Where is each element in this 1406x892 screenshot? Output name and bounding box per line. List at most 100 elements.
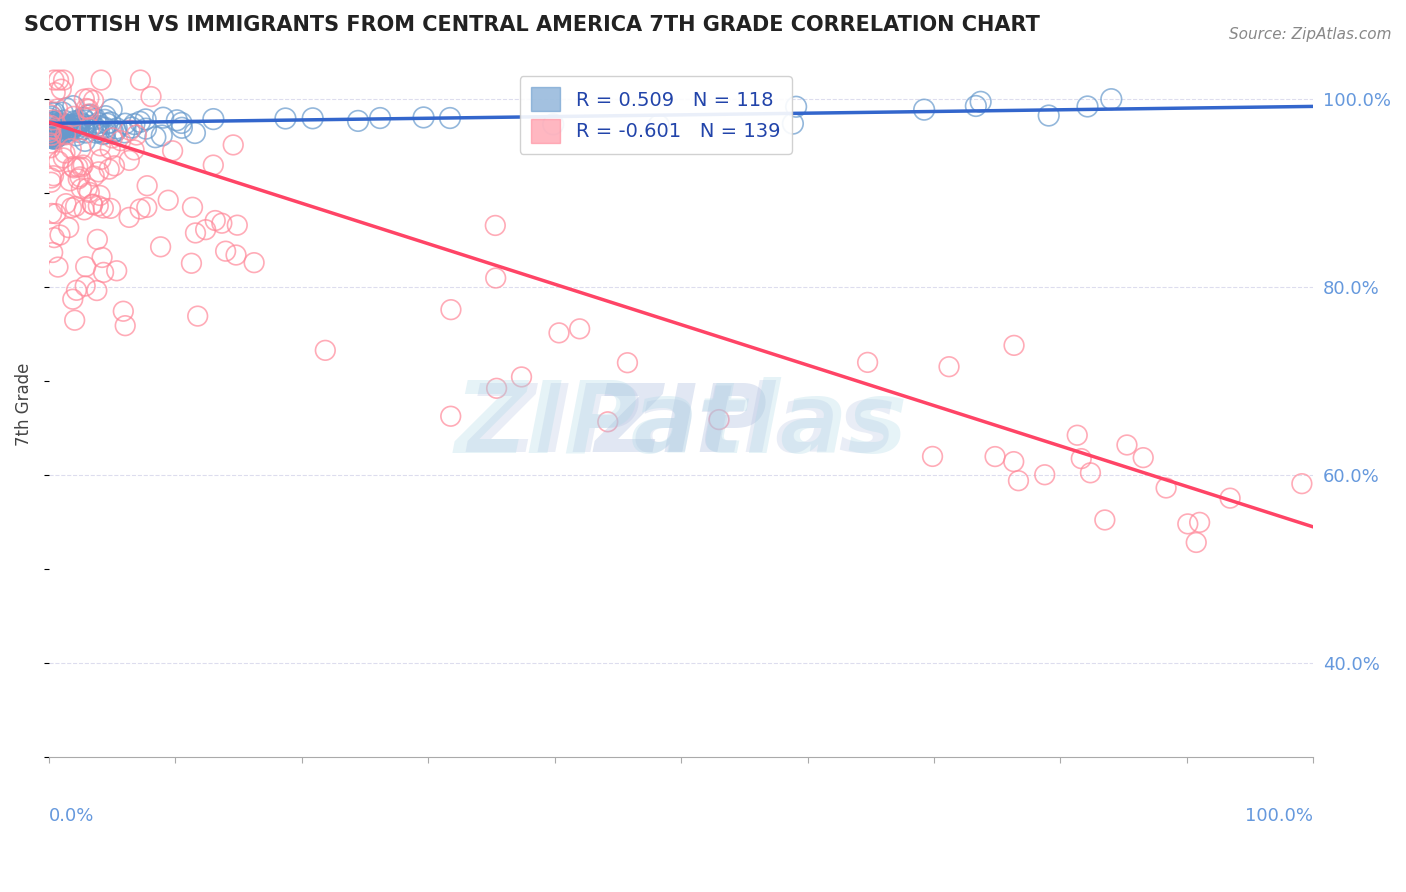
- Point: [73, 113, 96, 128]
- Point: [439, 111, 461, 125]
- Point: [135, 121, 157, 136]
- Point: [62, 292, 84, 306]
- Point: [1066, 428, 1088, 442]
- Point: [98, 142, 121, 156]
- Text: SCOTTISH VS IMMIGRANTS FROM CENTRAL AMERICA 7TH GRADE CORRELATION CHART: SCOTTISH VS IMMIGRANTS FROM CENTRAL AMER…: [24, 15, 1039, 35]
- Point: [41, 206, 63, 220]
- Point: [118, 153, 141, 168]
- Point: [596, 415, 619, 429]
- Point: [72, 118, 94, 132]
- Point: [49, 227, 72, 242]
- Point: [46, 120, 69, 135]
- Point: [145, 130, 167, 145]
- Point: [1038, 109, 1060, 123]
- Point: [91, 201, 114, 215]
- Point: [49, 127, 72, 141]
- Point: [67, 172, 90, 186]
- Point: [75, 279, 97, 293]
- Point: [87, 165, 110, 179]
- Point: [42, 124, 65, 138]
- Point: [75, 102, 97, 116]
- Point: [41, 128, 63, 143]
- Point: [484, 219, 506, 233]
- Point: [44, 123, 66, 137]
- Point: [1002, 338, 1025, 352]
- Point: [52, 113, 75, 128]
- Point: [60, 201, 83, 215]
- Point: [62, 160, 84, 174]
- Point: [180, 256, 202, 270]
- Point: [94, 112, 117, 127]
- Point: [52, 128, 75, 142]
- Point: [39, 108, 62, 122]
- Point: [51, 120, 73, 134]
- Point: [87, 116, 110, 130]
- Point: [94, 127, 117, 141]
- Text: ZIPatlas: ZIPatlas: [467, 380, 896, 472]
- Point: [136, 178, 159, 193]
- Point: [66, 116, 89, 130]
- Point: [42, 115, 65, 129]
- Point: [39, 122, 62, 136]
- Point: [42, 131, 65, 145]
- Point: [73, 134, 96, 148]
- Point: [202, 112, 225, 127]
- Point: [94, 109, 117, 123]
- Point: [39, 127, 62, 141]
- Point: [53, 120, 76, 135]
- Point: [72, 122, 94, 136]
- Point: [38, 112, 60, 126]
- Point: [100, 103, 122, 117]
- Point: [149, 240, 172, 254]
- Point: [62, 99, 84, 113]
- Point: [69, 142, 91, 156]
- Point: [72, 111, 94, 125]
- Point: [135, 112, 157, 127]
- Point: [46, 129, 69, 144]
- Point: [541, 117, 564, 131]
- Point: [84, 112, 107, 126]
- Point: [856, 355, 879, 369]
- Point: [368, 111, 391, 125]
- Point: [440, 302, 463, 317]
- Point: [347, 114, 370, 128]
- Point: [59, 118, 82, 132]
- Point: [55, 119, 77, 133]
- Point: [39, 119, 62, 133]
- Point: [83, 169, 105, 183]
- Point: [969, 95, 991, 109]
- Point: [62, 109, 84, 123]
- Point: [1219, 491, 1241, 505]
- Text: ZIP: ZIP: [595, 380, 768, 472]
- Point: [157, 193, 180, 207]
- Point: [1007, 474, 1029, 488]
- Point: [124, 117, 146, 131]
- Point: [568, 322, 591, 336]
- Point: [42, 169, 65, 183]
- Point: [45, 207, 67, 221]
- Point: [194, 222, 217, 236]
- Point: [39, 116, 62, 130]
- Point: [55, 101, 77, 115]
- Point: [110, 134, 132, 148]
- Point: [510, 370, 533, 384]
- Point: [69, 169, 91, 184]
- Point: [103, 159, 125, 173]
- Point: [39, 118, 62, 132]
- Point: [42, 131, 65, 145]
- Point: [274, 112, 297, 126]
- Point: [55, 121, 77, 136]
- Point: [79, 108, 101, 122]
- Point: [98, 162, 121, 177]
- Point: [91, 251, 114, 265]
- Point: [214, 244, 236, 259]
- Point: [48, 73, 70, 87]
- Point: [77, 107, 100, 121]
- Point: [112, 125, 135, 139]
- Point: [63, 313, 86, 327]
- Point: [101, 125, 124, 139]
- Point: [84, 120, 107, 135]
- Text: Source: ZipAtlas.com: Source: ZipAtlas.com: [1229, 27, 1392, 42]
- Point: [39, 175, 62, 189]
- Point: [181, 200, 204, 214]
